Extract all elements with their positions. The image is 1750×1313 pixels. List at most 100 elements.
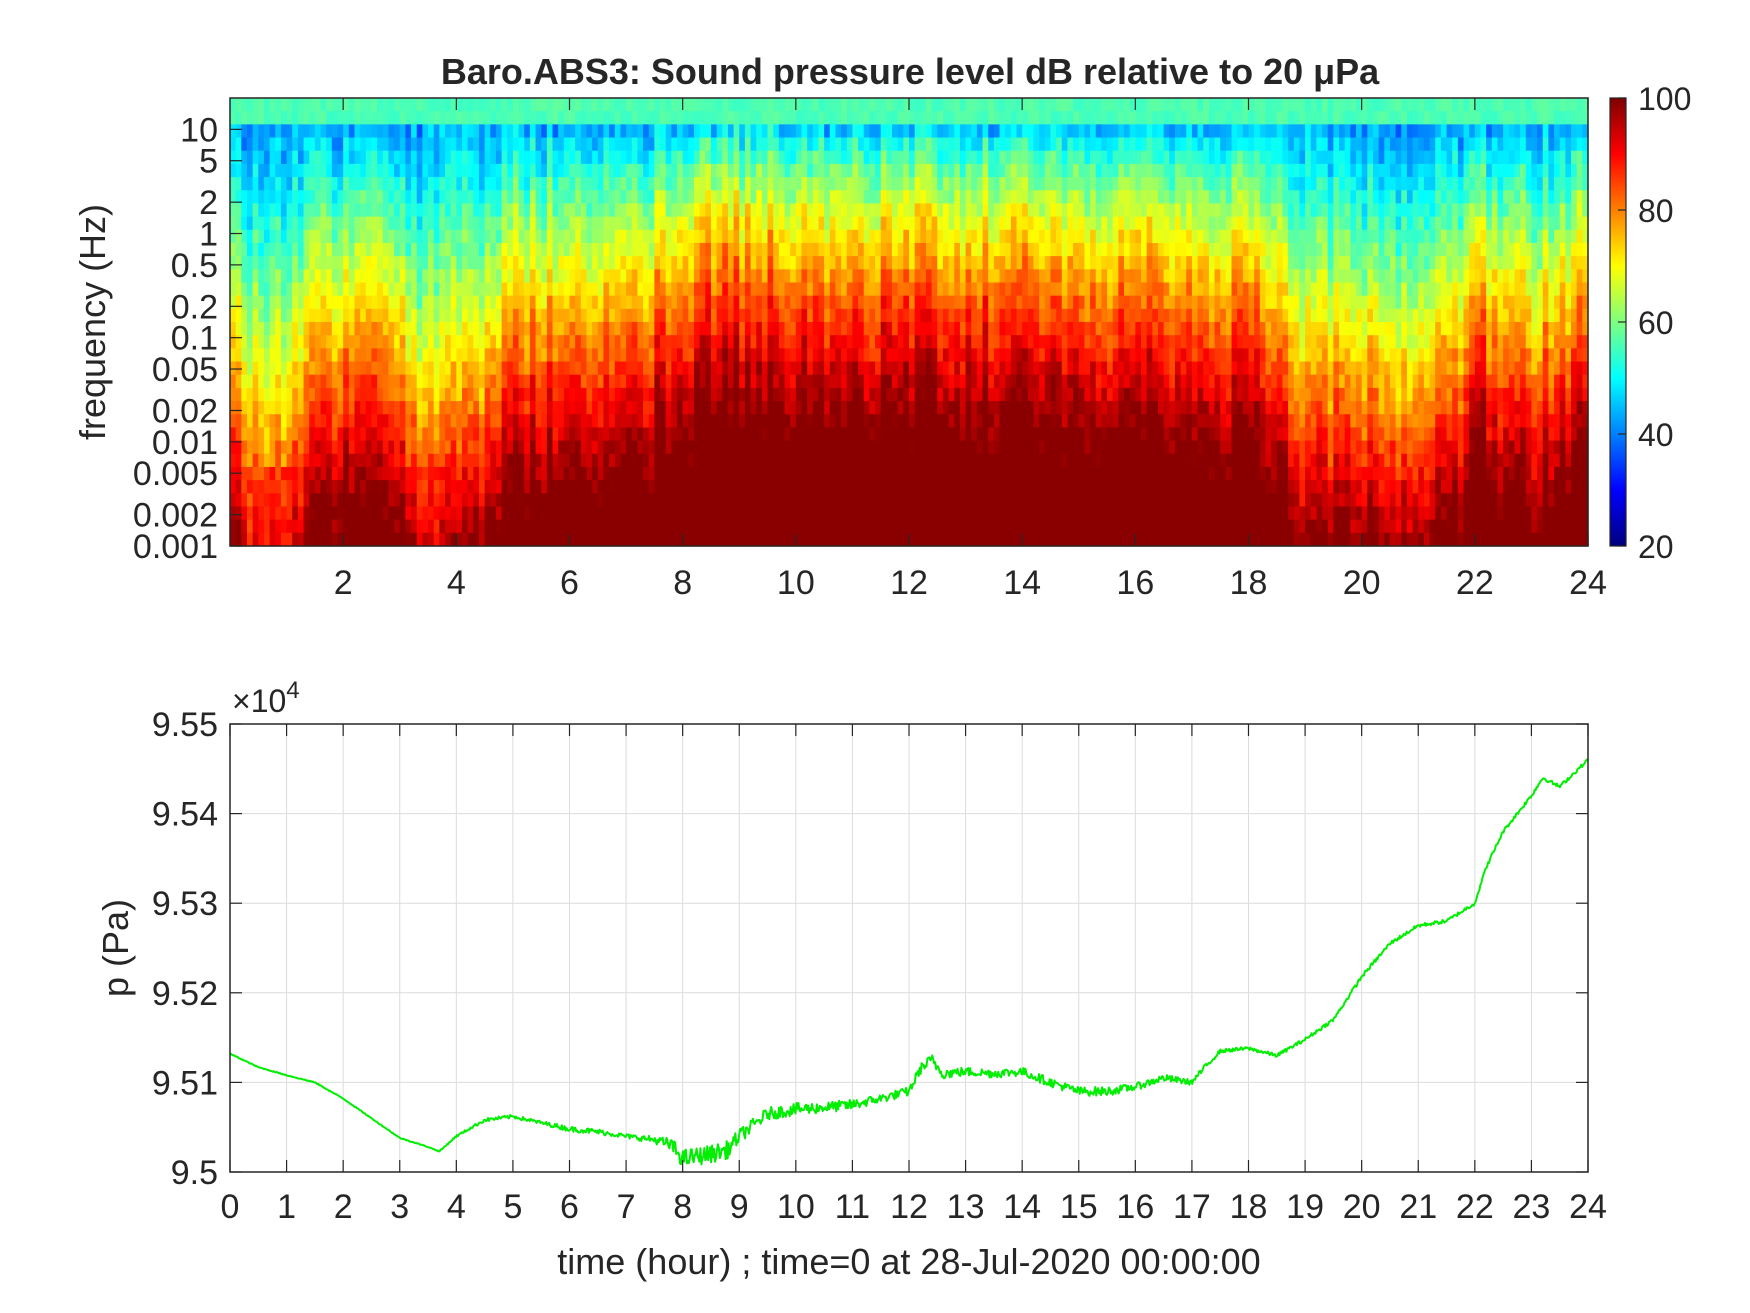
spectrogram-cell — [1005, 163, 1012, 178]
spectrogram-cell — [710, 137, 718, 152]
spectrogram-cell — [1050, 322, 1057, 336]
spectrogram-cell — [920, 256, 927, 270]
spectrogram-cell — [892, 427, 899, 442]
spectrogram-cell — [982, 203, 989, 218]
spectrogram-cell — [767, 506, 774, 521]
spectrogram-cell — [1016, 532, 1023, 547]
spectrogram-cell — [677, 440, 684, 455]
spectrogram-cell — [705, 519, 712, 534]
spectrogram-cell — [959, 322, 967, 336]
spectrogram-cell — [812, 229, 820, 244]
spectrogram-cell — [518, 427, 525, 442]
spectrogram-cell — [405, 282, 412, 297]
spectrogram-cell — [1016, 177, 1023, 191]
spectrogram-cell — [626, 150, 633, 165]
spectrogram-cell — [773, 466, 780, 481]
spectrogram-cell — [722, 98, 729, 112]
spectrogram-cell — [739, 348, 746, 363]
spectrogram-cell — [592, 401, 599, 415]
spectrogram-cell — [767, 150, 774, 165]
spectrogram-cell — [445, 466, 452, 481]
spectrogram-cell — [841, 242, 848, 257]
spectrogram-cell — [767, 322, 774, 336]
spectrogram-cell — [812, 98, 820, 112]
spectrogram-cell — [512, 466, 520, 481]
spectrogram-cell — [501, 335, 508, 349]
spectrogram-cell — [852, 348, 859, 363]
spectrogram-cell — [705, 493, 712, 508]
spectrogram-cell — [252, 506, 259, 521]
spectrogram-cell — [388, 111, 395, 125]
spectrogram-cell — [416, 308, 423, 323]
spectrogram-cell — [976, 348, 984, 363]
spectrogram-cell — [541, 374, 548, 389]
spectrogram-cell — [546, 177, 554, 191]
spectrogram-cell — [643, 190, 650, 205]
spectrogram-cell — [982, 532, 989, 547]
spectrogram-cell — [450, 229, 457, 244]
spectrogram-cell — [484, 493, 491, 508]
spectrogram-cell — [886, 295, 893, 310]
spectrogram-cell — [501, 322, 508, 336]
spectrogram-cell — [360, 308, 367, 323]
spectrogram-cell — [552, 335, 559, 349]
spectrogram-cell — [518, 387, 525, 402]
spectrogram-cell — [365, 124, 373, 139]
spectrogram-cell — [988, 203, 995, 218]
spectrogram-cell — [320, 308, 327, 323]
spectrogram-cell — [937, 414, 944, 429]
spectrogram-cell — [371, 124, 378, 139]
spectrogram-cell — [829, 242, 837, 257]
spectrogram-cell — [886, 506, 893, 521]
spectrogram-cell — [852, 493, 859, 508]
spectrogram-cell — [1044, 203, 1052, 218]
spectrogram-cell — [727, 190, 735, 205]
spectrogram-cell — [490, 335, 497, 349]
spectrogram-cell — [467, 177, 474, 191]
spectrogram-cell — [999, 177, 1006, 191]
spectrogram-cell — [807, 335, 814, 349]
spectrogram-cell — [439, 387, 446, 402]
spectrogram-cell — [518, 401, 525, 415]
spectrogram-cell — [456, 374, 463, 389]
spectrogram-cell — [892, 282, 899, 297]
spectrogram-cell — [461, 137, 469, 152]
spectrogram-cell — [784, 387, 791, 402]
spectrogram-cell — [1010, 137, 1018, 152]
spectrogram-cell — [688, 308, 695, 323]
spectrogram-cell — [784, 137, 791, 152]
spectrogram-cell — [880, 256, 887, 270]
spectrogram-cell — [909, 163, 916, 178]
spectrogram-cell — [484, 177, 491, 191]
spectrogram-cell — [343, 335, 350, 349]
spectrogram-cell — [993, 401, 1001, 415]
spectrogram-cell — [993, 427, 1001, 442]
spectrogram-cell — [331, 229, 339, 244]
spectrogram-cell — [648, 427, 655, 442]
spectrogram-cell — [948, 440, 955, 455]
spectrogram-cell — [230, 532, 237, 547]
spectrogram-cell — [326, 98, 333, 112]
spectrogram-cell — [297, 374, 305, 389]
spectrogram-cell — [626, 519, 633, 534]
spectrogram-cell — [722, 361, 729, 376]
spectrogram-cell — [716, 177, 723, 191]
spectrogram-cell — [263, 348, 271, 363]
spectrogram-cell — [1027, 137, 1035, 152]
spectrogram-cell — [841, 98, 848, 112]
spectrogram-cell — [563, 177, 571, 191]
spectrogram-cell — [433, 466, 440, 481]
spectrogram-cell — [671, 322, 678, 336]
spectrogram-cell — [643, 229, 650, 244]
spectrogram-cell — [450, 466, 457, 481]
spectrogram-cell — [399, 401, 407, 415]
spectrogram-cell — [982, 387, 989, 402]
spectrogram-cell — [880, 387, 887, 402]
spectrogram-cell — [948, 374, 955, 389]
spectrogram-cell — [795, 242, 803, 257]
spectrogram-cell — [405, 335, 412, 349]
spectrogram-cell — [507, 308, 514, 323]
spectrogram-cell — [971, 98, 978, 112]
spectrogram-cell — [631, 98, 638, 112]
spectrogram-cell — [761, 190, 769, 205]
